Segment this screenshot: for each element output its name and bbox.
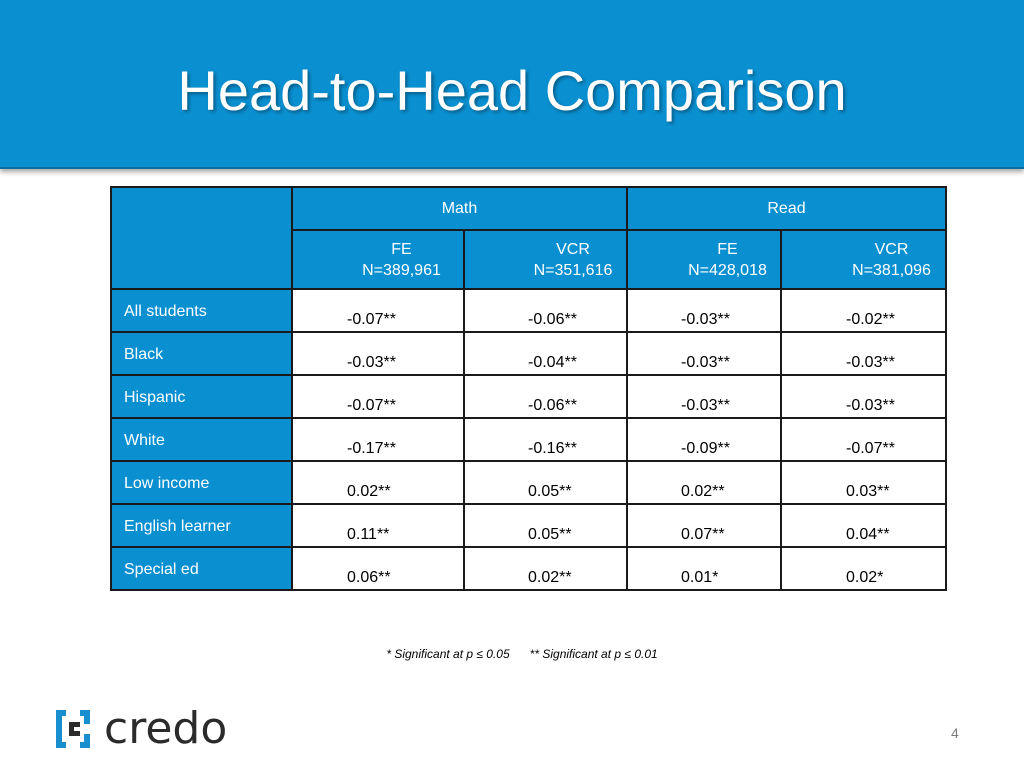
- logo-text: credo: [104, 703, 228, 754]
- column-n: N=389,961: [362, 261, 441, 279]
- table-cell: 0.07**: [626, 503, 782, 548]
- table-cell: -0.06**: [463, 288, 628, 333]
- table-cell: 0.02**: [291, 460, 465, 505]
- table-cell: -0.06**: [463, 374, 628, 419]
- table-row: Special ed 0.06** 0.02** 0.01* 0.02*: [110, 546, 947, 591]
- table-cell: 0.04**: [780, 503, 947, 548]
- column-header: VCR N=351,616: [463, 229, 628, 290]
- row-label: Black: [110, 331, 293, 376]
- column-header: VCR N=381,096: [780, 229, 947, 290]
- table-cell: 0.03**: [780, 460, 947, 505]
- column-n: N=381,096: [852, 261, 931, 279]
- table-row: Low income 0.02** 0.05** 0.02** 0.03**: [110, 460, 947, 505]
- table-cell: -0.16**: [463, 417, 628, 462]
- row-label: Hispanic: [110, 374, 293, 419]
- footnote-sig05: * Significant at p ≤ 0.05: [386, 647, 510, 661]
- column-method: FE: [717, 240, 738, 258]
- column-header: FE N=389,961: [291, 229, 465, 290]
- table-cell: -0.03**: [626, 288, 782, 333]
- row-label: All students: [110, 288, 293, 333]
- column-method: VCR: [874, 240, 909, 258]
- table-row: English learner 0.11** 0.05** 0.07** 0.0…: [110, 503, 947, 548]
- table-cell: 0.05**: [463, 460, 628, 505]
- row-label: Low income: [110, 460, 293, 505]
- row-label: White: [110, 417, 293, 462]
- table-row: All students -0.07** -0.06** -0.03** -0.…: [110, 288, 947, 333]
- table-cell: 0.02**: [463, 546, 628, 591]
- page-number: 4: [951, 725, 959, 741]
- table-cell: -0.17**: [291, 417, 465, 462]
- table-cell: -0.04**: [463, 331, 628, 376]
- table-cell: 0.06**: [291, 546, 465, 591]
- table-cell: -0.02**: [780, 288, 947, 333]
- table-row: White -0.17** -0.16** -0.09** -0.07**: [110, 417, 947, 462]
- table-cell: -0.03**: [780, 331, 947, 376]
- credo-logo-icon: [56, 710, 90, 748]
- table-cell: 0.01*: [626, 546, 782, 591]
- table-row: Hispanic -0.07** -0.06** -0.03** -0.03**: [110, 374, 947, 419]
- table-cell: -0.07**: [780, 417, 947, 462]
- table-cell: -0.03**: [291, 331, 465, 376]
- slide-title: Head-to-Head Comparison: [177, 59, 847, 122]
- table-cell: -0.07**: [291, 288, 465, 333]
- table-cell: -0.03**: [626, 374, 782, 419]
- row-label: Special ed: [110, 546, 293, 591]
- column-n: N=428,018: [688, 261, 767, 279]
- group-header-math: Math: [291, 186, 628, 231]
- table-cell: -0.03**: [626, 331, 782, 376]
- footnote-sig01: ** Significant at p ≤ 0.01: [529, 647, 658, 661]
- credo-logo: credo: [52, 707, 227, 751]
- significance-footnote: * Significant at p ≤ 0.05 ** Significant…: [0, 647, 1024, 661]
- table-row: Black -0.03** -0.04** -0.03** -0.03**: [110, 331, 947, 376]
- column-n: N=351,616: [533, 261, 613, 279]
- group-header-read: Read: [626, 186, 947, 231]
- title-bar: Head-to-Head Comparison: [0, 0, 1024, 169]
- column-method: FE: [391, 240, 412, 258]
- table-cell: -0.07**: [291, 374, 465, 419]
- column-header: FE N=428,018: [626, 229, 782, 290]
- table-cell: 0.11**: [291, 503, 465, 548]
- column-method: VCR: [556, 240, 590, 258]
- table-corner-cell: [110, 186, 293, 290]
- table-cell: 0.02**: [626, 460, 782, 505]
- row-label: English learner: [110, 503, 293, 548]
- table-cell: 0.02*: [780, 546, 947, 591]
- table-cell: -0.09**: [626, 417, 782, 462]
- table-cell: 0.05**: [463, 503, 628, 548]
- comparison-table: Math Read FE N=389,961 VCR N=351,616 FE N=4…: [110, 186, 947, 591]
- table-cell: -0.03**: [780, 374, 947, 419]
